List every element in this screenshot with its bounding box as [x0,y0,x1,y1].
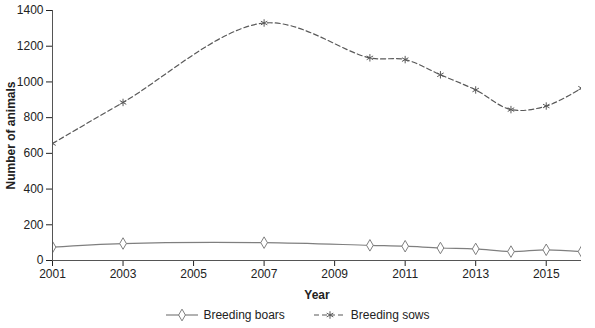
svg-text:2009: 2009 [321,267,348,281]
svg-text:2011: 2011 [392,267,418,281]
html-text:Breeding sows: Breeding sows [350,308,430,322]
svg-text:1000: 1000 [17,75,44,89]
svg-text:2015: 2015 [533,267,560,281]
svg-text:600: 600 [23,146,43,160]
svg-text:2005: 2005 [180,267,207,281]
svg-text:400: 400 [23,182,43,196]
svg-text:2013: 2013 [462,267,489,281]
html-text:Breeding boars: Breeding boars [203,308,285,322]
svg-text:200: 200 [23,218,43,232]
svg-text:2001: 2001 [39,267,66,281]
svg-text:1400: 1400 [17,3,44,17]
svg-text:2007: 2007 [251,267,278,281]
svg-text:Year: Year [304,288,330,302]
svg-text:0: 0 [37,253,44,267]
svg-text:800: 800 [23,110,43,124]
svg-text:2003: 2003 [110,267,137,281]
svg-text:1200: 1200 [17,39,44,53]
svg-text:Number of animals: Number of animals [4,81,18,189]
